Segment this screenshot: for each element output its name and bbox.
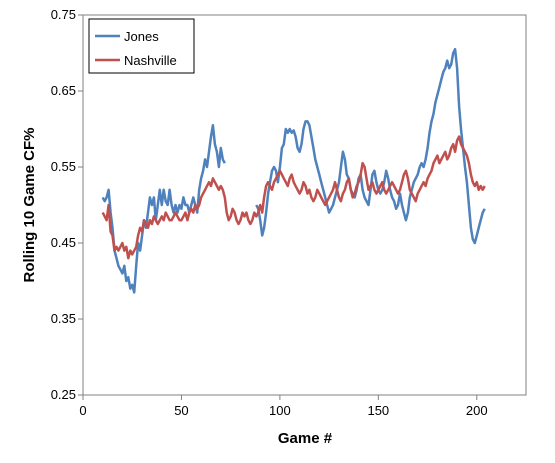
x-axis-title: Game # (278, 430, 333, 447)
legend-label-jones: Jones (124, 29, 159, 44)
y-tick-label: 0.65 (51, 83, 76, 98)
y-tick-label: 0.25 (51, 387, 76, 402)
y-axis: 0.25 0.35 0.45 0.55 0.65 0.75 (51, 7, 83, 402)
y-tick-label: 0.75 (51, 7, 76, 22)
series-line-nashville (101, 135, 486, 260)
legend-box (88, 18, 195, 74)
legend-label-nashville: Nashville (124, 53, 177, 68)
x-tick-label: 50 (174, 403, 188, 418)
y-tick-label: 0.45 (51, 235, 76, 250)
x-axis: 0 50 100 150 200 (79, 395, 488, 418)
x-tick-label: 0 (79, 403, 86, 418)
x-tick-label: 100 (269, 403, 291, 418)
y-tick-label: 0.35 (51, 311, 76, 326)
x-tick-label: 150 (367, 403, 389, 418)
legend: Jones Nashville (88, 18, 195, 74)
y-axis-title: Rolling 10 Game CF% (21, 127, 38, 282)
series-line-jones (101, 47, 486, 294)
y-tick-label: 0.55 (51, 159, 76, 174)
series-layer (101, 47, 486, 294)
x-tick-label: 200 (466, 403, 488, 418)
